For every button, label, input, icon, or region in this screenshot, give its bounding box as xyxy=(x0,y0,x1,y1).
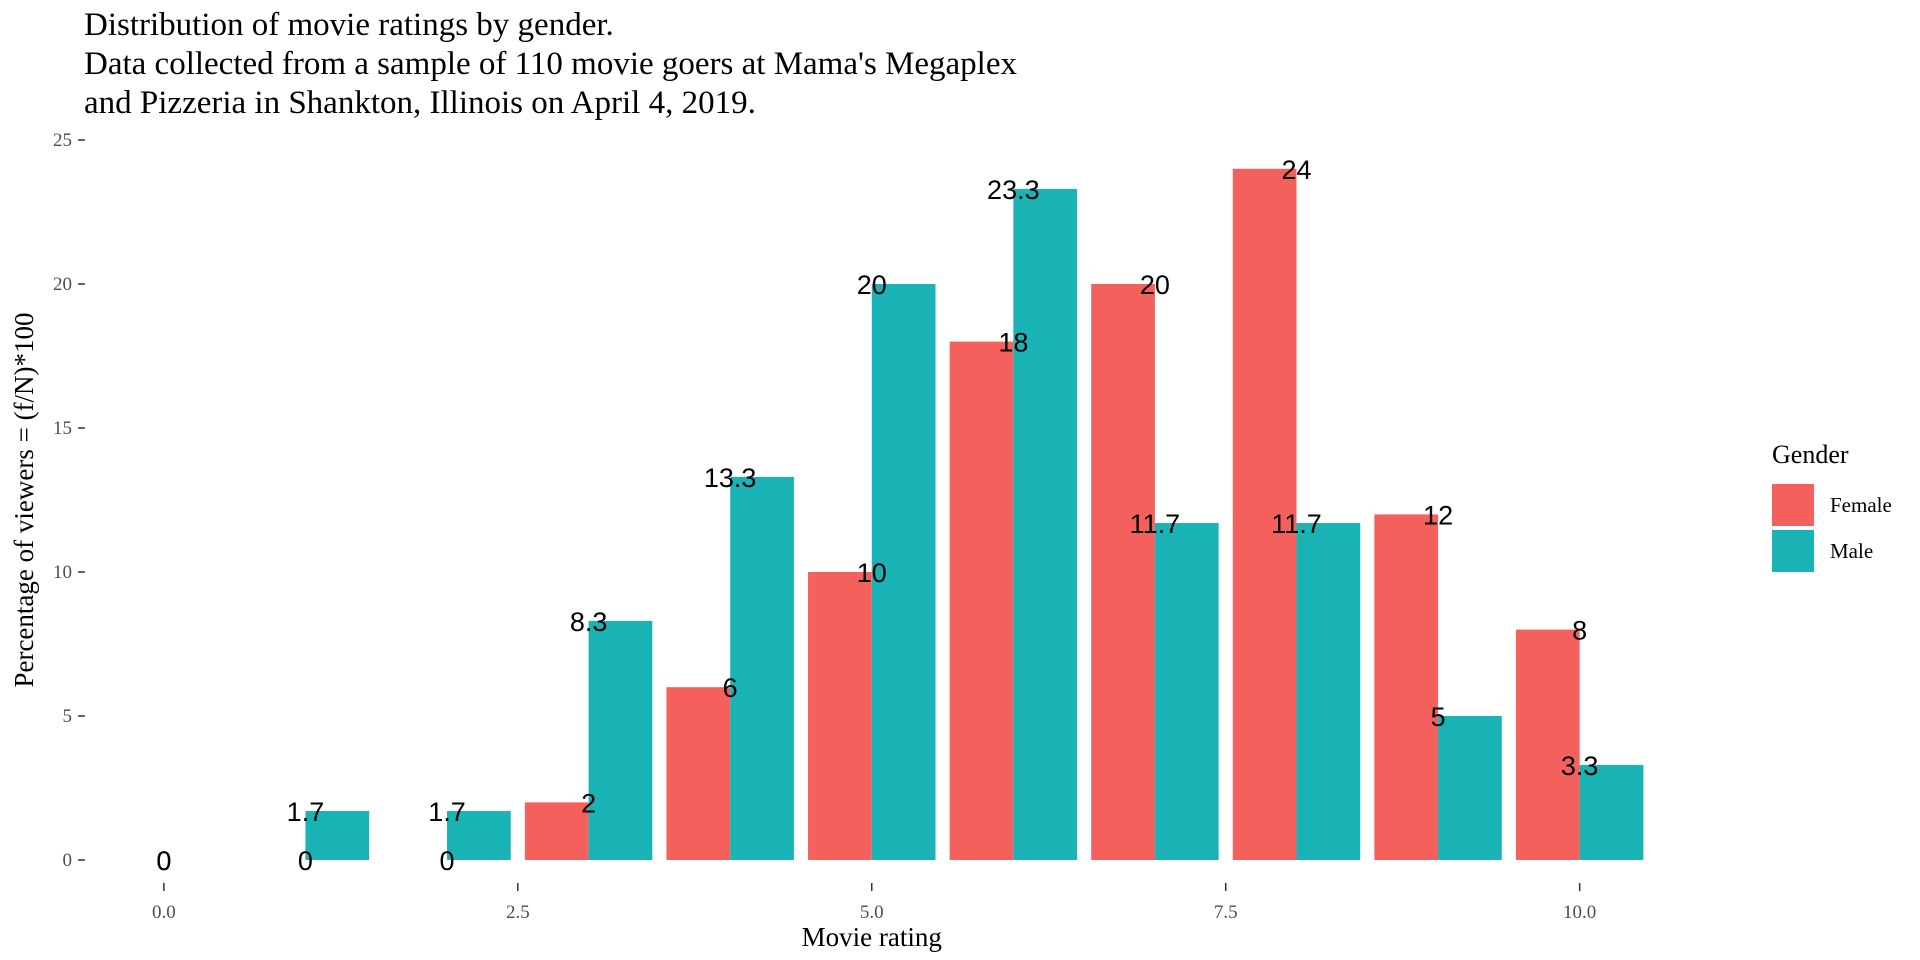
data-label-male-9: 5 xyxy=(1431,702,1446,732)
bar-female-7 xyxy=(1091,284,1155,860)
data-label-male-0: 0 xyxy=(156,846,171,876)
data-label-female-2: 0 xyxy=(440,846,455,876)
data-label-female-6: 18 xyxy=(998,328,1028,358)
data-label-male-6: 23.3 xyxy=(987,175,1040,205)
y-tick-label-15: 15 xyxy=(53,418,72,439)
bar-male-10 xyxy=(1579,764,1644,860)
y-tick-label-20: 20 xyxy=(53,274,72,295)
x-axis-title: Movie rating xyxy=(802,922,942,952)
data-label-female-7: 20 xyxy=(1140,270,1170,300)
data-label-female-8: 24 xyxy=(1281,155,1311,185)
data-label-female-9: 12 xyxy=(1423,500,1453,530)
data-label-female-0: 0 xyxy=(156,846,171,876)
y-tick-label-0: 0 xyxy=(63,850,73,871)
bar-male-9 xyxy=(1438,716,1502,860)
bar-female-10 xyxy=(1515,629,1580,860)
legend-key-female xyxy=(1772,484,1814,526)
bar-male-4 xyxy=(730,476,794,860)
data-label-male-1: 1.7 xyxy=(287,797,325,827)
data-label-female-4: 6 xyxy=(723,673,738,703)
data-label-male-10: 3.3 xyxy=(1561,751,1599,781)
bar-male-8 xyxy=(1296,523,1361,860)
y-tick-label-25: 25 xyxy=(53,130,72,151)
x-tick-label-7.5: 7.5 xyxy=(1214,902,1238,923)
legend-label-male: Male xyxy=(1830,538,1874,563)
bar-male-3 xyxy=(588,620,653,860)
x-tick-label-5: 5.0 xyxy=(860,902,884,923)
bar-male-6 xyxy=(1013,188,1078,860)
x-tick-label-2.5: 2.5 xyxy=(506,902,530,923)
legend-item-female: Female xyxy=(1772,482,1892,528)
data-label-female-5: 10 xyxy=(857,558,887,588)
y-tick-label-10: 10 xyxy=(53,562,72,583)
chart-title: Distribution of movie ratings by gender.… xyxy=(84,6,1017,123)
bar-female-8 xyxy=(1232,168,1297,861)
data-label-female-1: 0 xyxy=(298,846,313,876)
y-tick-label-5: 5 xyxy=(63,706,73,727)
data-label-male-5: 20 xyxy=(857,270,887,300)
data-label-female-10: 8 xyxy=(1572,616,1587,646)
title-line-3: and Pizzeria in Shankton, Illinois on Ap… xyxy=(84,85,756,121)
data-label-male-4: 13.3 xyxy=(704,463,757,493)
bar-male-5 xyxy=(871,284,936,860)
title-line-1: Distribution of movie ratings by gender. xyxy=(84,7,614,43)
legend: Gender Female Male xyxy=(1772,440,1892,574)
legend-item-male: Male xyxy=(1772,528,1892,574)
bar-male-2 xyxy=(447,811,511,860)
data-label-male-2: 1.7 xyxy=(428,797,466,827)
title-line-2: Data collected from a sample of 110 movi… xyxy=(84,46,1017,82)
bar-male-7 xyxy=(1154,523,1219,860)
legend-label-female: Female xyxy=(1830,492,1892,517)
bar-male-1 xyxy=(305,811,370,860)
data-label-male-7: 11.7 xyxy=(1130,509,1181,539)
x-tick-label-10: 10.0 xyxy=(1563,902,1596,923)
bar-female-6 xyxy=(949,341,1014,861)
bar-female-9 xyxy=(1374,514,1439,860)
data-label-male-3: 8.3 xyxy=(570,607,608,637)
bar-female-4 xyxy=(666,687,731,860)
x-tick-label-0: 0.0 xyxy=(152,902,176,923)
bar-female-3 xyxy=(524,802,589,860)
legend-title: Gender xyxy=(1772,440,1849,469)
legend-key-male xyxy=(1772,530,1814,572)
data-label-male-8: 11.7 xyxy=(1271,509,1322,539)
bar-female-5 xyxy=(808,572,872,860)
data-label-female-3: 2 xyxy=(581,788,596,818)
y-axis-title: Percentage of viewers = (f/N)*100 xyxy=(9,312,39,687)
